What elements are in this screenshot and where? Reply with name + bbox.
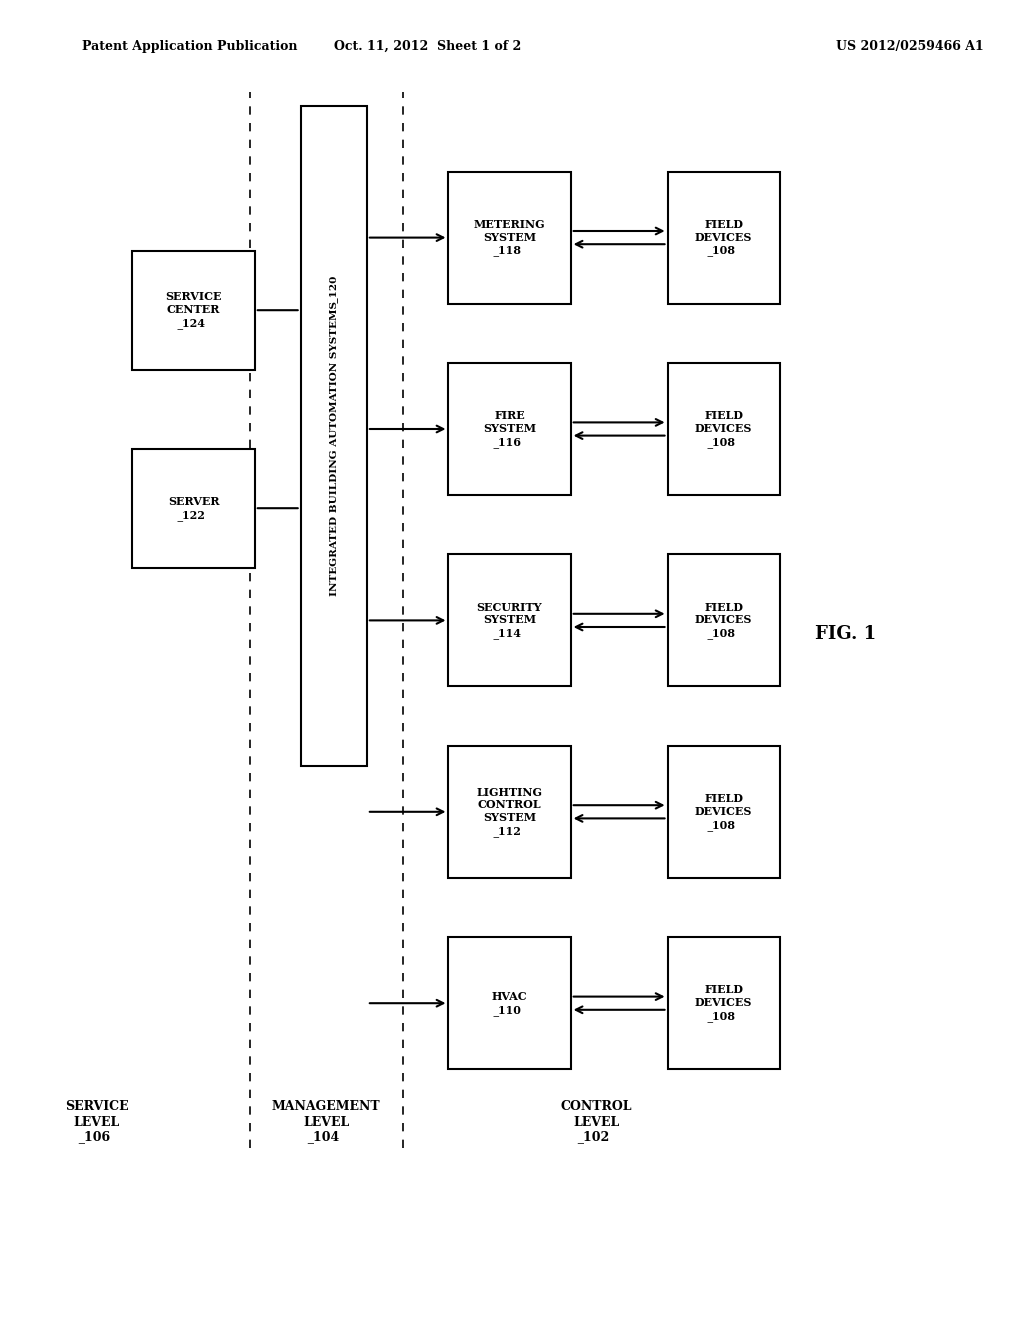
Text: HVAC
̲110: HVAC ̲110 <box>492 991 527 1015</box>
Text: FIG. 1: FIG. 1 <box>815 624 877 643</box>
Text: MANAGEMENT
LEVEL
̲104: MANAGEMENT LEVEL ̲104 <box>271 1101 381 1143</box>
Text: INTEGRATED BUILDING AUTOMATION SYSTEMS ̲120: INTEGRATED BUILDING AUTOMATION SYSTEMS ̲… <box>330 276 338 595</box>
Text: FIELD
DEVICES
̲108: FIELD DEVICES ̲108 <box>695 219 753 256</box>
Text: FIELD
DEVICES
̲108: FIELD DEVICES ̲108 <box>695 793 753 830</box>
FancyBboxPatch shape <box>449 363 570 495</box>
FancyBboxPatch shape <box>449 554 570 686</box>
FancyBboxPatch shape <box>668 746 779 878</box>
Text: FIELD
DEVICES
̲108: FIELD DEVICES ̲108 <box>695 602 753 639</box>
FancyBboxPatch shape <box>132 449 255 568</box>
FancyBboxPatch shape <box>449 172 570 304</box>
FancyBboxPatch shape <box>449 937 570 1069</box>
Text: LIGHTING
CONTROL
SYSTEM
̲112: LIGHTING CONTROL SYSTEM ̲112 <box>476 787 543 837</box>
Text: SERVICE
LEVEL
̲106: SERVICE LEVEL ̲106 <box>65 1101 129 1143</box>
Text: Oct. 11, 2012  Sheet 1 of 2: Oct. 11, 2012 Sheet 1 of 2 <box>335 40 521 53</box>
Text: FIELD
DEVICES
̲108: FIELD DEVICES ̲108 <box>695 985 753 1022</box>
FancyBboxPatch shape <box>668 172 779 304</box>
Text: SERVICE
CENTER
̲124: SERVICE CENTER ̲124 <box>166 292 222 329</box>
Text: Patent Application Publication: Patent Application Publication <box>82 40 297 53</box>
FancyBboxPatch shape <box>668 363 779 495</box>
Text: SECURITY
SYSTEM
̲114: SECURITY SYSTEM ̲114 <box>477 602 543 639</box>
Text: US 2012/0259466 A1: US 2012/0259466 A1 <box>836 40 983 53</box>
FancyBboxPatch shape <box>449 746 570 878</box>
Text: METERING
SYSTEM
̲118: METERING SYSTEM ̲118 <box>474 219 546 256</box>
FancyBboxPatch shape <box>668 937 779 1069</box>
Text: SERVER
̲122: SERVER ̲122 <box>168 496 219 520</box>
Text: FIELD
DEVICES
̲108: FIELD DEVICES ̲108 <box>695 411 753 447</box>
Text: FIRE
SYSTEM
̲116: FIRE SYSTEM ̲116 <box>483 411 537 447</box>
Text: CONTROL
LEVEL
̲102: CONTROL LEVEL ̲102 <box>560 1101 632 1143</box>
FancyBboxPatch shape <box>668 554 779 686</box>
FancyBboxPatch shape <box>132 251 255 370</box>
FancyBboxPatch shape <box>301 106 367 766</box>
